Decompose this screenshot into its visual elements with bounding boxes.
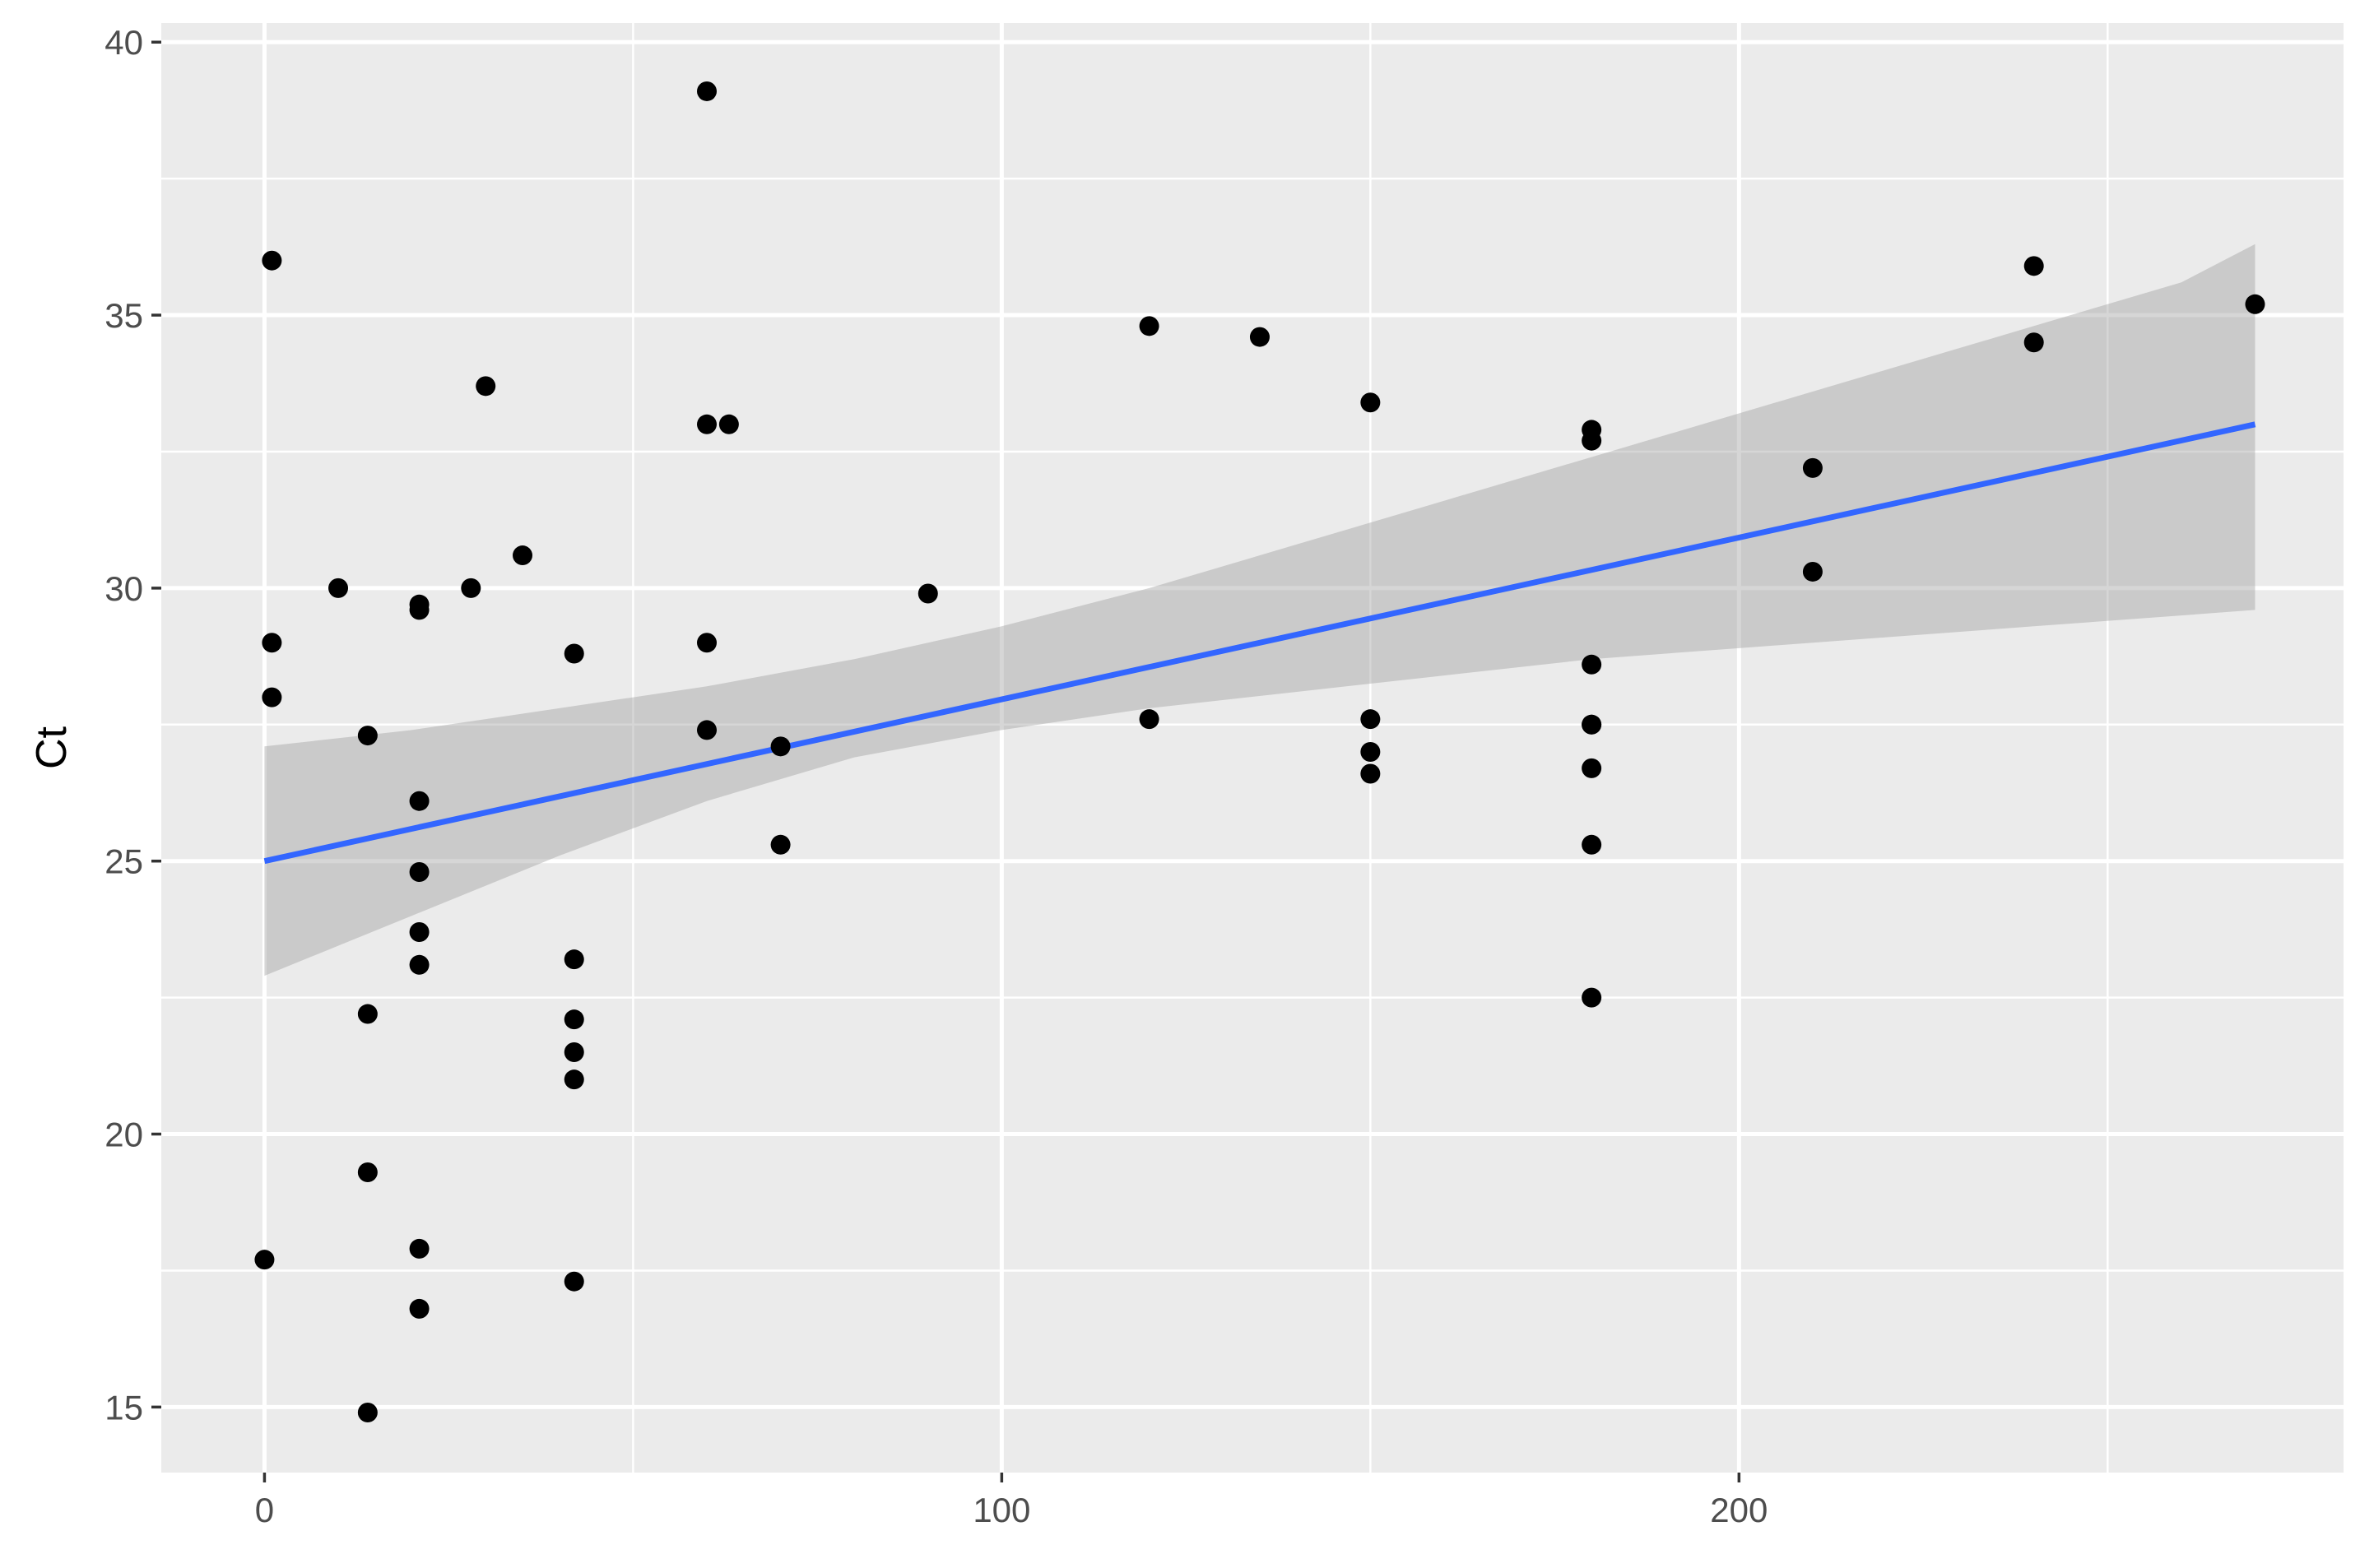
data-point: [1582, 654, 1602, 675]
y-tick-label: 35: [105, 296, 143, 335]
data-point: [697, 633, 717, 653]
data-point: [409, 921, 430, 942]
data-point: [564, 949, 584, 970]
data-point: [697, 720, 717, 740]
data-point: [2023, 256, 2044, 276]
data-point: [461, 578, 481, 598]
data-point: [1360, 763, 1381, 784]
confidence-band: [264, 244, 2255, 977]
data-point: [2245, 294, 2265, 314]
data-point: [1582, 714, 1602, 735]
data-point: [1139, 316, 1159, 336]
y-tick-label: 40: [105, 23, 143, 62]
data-point: [697, 81, 717, 101]
data-point: [262, 250, 282, 271]
data-point: [770, 834, 791, 855]
data-point: [564, 643, 584, 664]
data-point: [697, 414, 717, 434]
data-point: [1582, 987, 1602, 1008]
data-point: [409, 600, 430, 620]
y-axis-title: Ct: [28, 726, 76, 769]
data-points: [254, 81, 2265, 1422]
data-point: [564, 1069, 584, 1090]
data-point: [409, 954, 430, 975]
data-point: [1139, 709, 1159, 730]
plot-panel: [161, 23, 2344, 1473]
y-tick-label: 15: [105, 1388, 143, 1427]
data-point: [409, 1238, 430, 1259]
x-tick-label: 0: [255, 1491, 274, 1529]
axis-ticks: 15 20 25 30 35 40 0 100 200: [105, 23, 1768, 1529]
data-point: [564, 1041, 584, 1062]
data-point: [2023, 332, 2044, 353]
y-tick-label: 25: [105, 842, 143, 881]
data-point: [1582, 430, 1602, 451]
data-point: [409, 1298, 430, 1319]
data-point: [918, 583, 938, 604]
regression-line: [263, 421, 2256, 865]
data-point: [262, 687, 282, 707]
data-point: [513, 545, 533, 566]
data-point: [328, 578, 349, 598]
data-point: [1360, 741, 1381, 762]
y-tick-label: 30: [105, 569, 143, 608]
data-point: [1249, 327, 1270, 347]
data-point: [1360, 392, 1381, 413]
data-point: [770, 736, 791, 757]
data-point: [409, 791, 430, 811]
data-point: [357, 1162, 378, 1182]
data-point: [564, 1009, 584, 1030]
data-point: [1802, 561, 1823, 582]
data-point: [718, 414, 739, 434]
data-point: [564, 1271, 584, 1292]
data-point: [357, 726, 378, 746]
x-tick-label: 100: [973, 1491, 1030, 1529]
data-point: [409, 861, 430, 882]
data-point: [476, 376, 496, 397]
data-point: [1360, 709, 1381, 730]
data-point: [1582, 758, 1602, 778]
data-point: [357, 1402, 378, 1422]
data-point: [1582, 834, 1602, 855]
x-tick-label: 200: [1710, 1491, 1768, 1529]
data-point: [262, 633, 282, 653]
data-point: [1802, 457, 1823, 478]
data-point: [254, 1250, 275, 1270]
data-point: [357, 1004, 378, 1024]
y-tick-label: 20: [105, 1116, 143, 1154]
